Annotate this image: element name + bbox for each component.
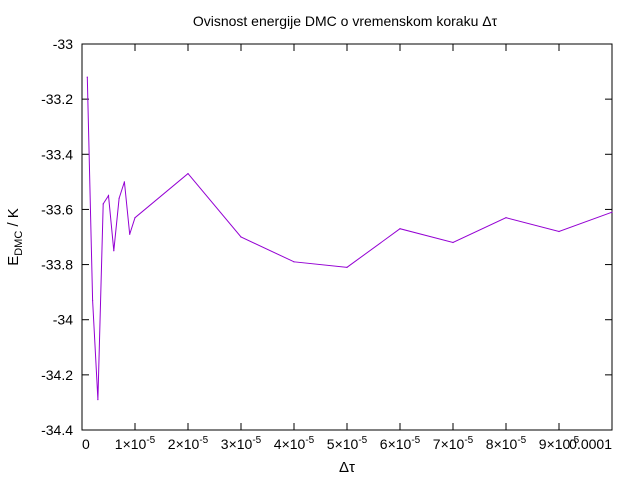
- x-tick-label: 7×10-5: [433, 435, 474, 452]
- data-point: [240, 236, 242, 238]
- x-tick-label: 4×10-5: [274, 435, 315, 452]
- data-point: [558, 230, 560, 233]
- x-axis: 0 1×10-5 2×10-5 3×10-5 4×10-5 5×10-5 6×10-5 7×1…: [81, 44, 613, 452]
- data-point: [123, 181, 125, 183]
- data-point: [107, 195, 110, 197]
- x-tick-label-base: ×10: [335, 436, 359, 452]
- data-point: [92, 299, 94, 302]
- x-tick-label: 1×10-5: [115, 435, 156, 452]
- x-tick-label-exponent: -5: [305, 435, 314, 446]
- data-point: [97, 399, 99, 401]
- x-tick-label-exponent: -5: [517, 435, 526, 446]
- data-series: [86, 76, 613, 401]
- series-line: [86, 77, 613, 400]
- x-tick-label: 5×10-5: [327, 435, 368, 452]
- x-tick-label-base: ×10: [388, 436, 412, 452]
- x-tick-label-exponent: -5: [464, 435, 473, 446]
- x-tick-label-mantissa: 4: [274, 436, 282, 452]
- x-tick-label-exponent: -5: [358, 435, 367, 446]
- data-point: [611, 211, 613, 213]
- data-point: [452, 241, 454, 244]
- y-axis-label-suffix: / K: [5, 208, 22, 231]
- x-tick-label-base: ×10: [494, 436, 518, 452]
- data-point: [399, 228, 401, 230]
- x-tick-label-exponent: -5: [199, 435, 208, 446]
- y-tick-label: -33: [53, 36, 73, 52]
- x-tick-label-exponent: -5: [411, 435, 420, 446]
- x-tick-label-base: ×10: [282, 436, 306, 452]
- x-tick-label-exponent: -5: [252, 435, 261, 446]
- plot-border: [81, 43, 613, 431]
- chart-title: Ovisnost energije DMC o vremenskom korak…: [193, 13, 498, 29]
- data-point: [293, 261, 295, 263]
- data-point: [187, 172, 189, 175]
- x-tick-label-mantissa: 8: [486, 436, 494, 452]
- data-point: [86, 76, 88, 78]
- data-point: [113, 250, 115, 252]
- x-axis-label: Δτ: [339, 459, 355, 476]
- x-tick-label-base: ×10: [123, 436, 147, 452]
- y-axis-label-main: E: [5, 256, 22, 266]
- x-tick-label-mantissa: 2: [168, 436, 176, 452]
- x-tick-label: 3×10-5: [221, 435, 262, 452]
- x-tick-label-base: ×10: [441, 436, 465, 452]
- data-point: [505, 217, 507, 219]
- x-tick-label: 0.0001: [569, 436, 612, 452]
- y-axis-label: EDMC / K: [5, 208, 25, 266]
- y-tick-label: -34: [53, 312, 73, 328]
- x-tick-label-base: ×10: [229, 436, 253, 452]
- x-tick-label: 9×10-5: [539, 435, 580, 452]
- y-tick-label: -33.6: [41, 201, 73, 217]
- x-tick-label-mantissa: 5: [327, 436, 335, 452]
- x-tick-label-base: ×10: [547, 436, 571, 452]
- data-point: [118, 197, 120, 199]
- x-tick-label: 8×10-5: [486, 435, 527, 452]
- data-point: [129, 233, 131, 235]
- x-tick-label-mantissa: 1: [115, 436, 123, 452]
- y-tick-label: -33.2: [41, 91, 73, 107]
- y-axis-label-subscript: DMC: [13, 231, 25, 256]
- y-axis: -33 -33.2 -33.4 -33.6 -33.8 -34 -34.2 -34.4: [41, 36, 612, 438]
- x-tick-label-mantissa: 9: [539, 436, 547, 452]
- x-tick-label: 2×10-5: [168, 435, 209, 452]
- x-tick-label-mantissa: 3: [221, 436, 229, 452]
- data-point: [346, 266, 348, 268]
- y-tick-label: -33.8: [41, 257, 73, 273]
- x-tick-label-exponent: -5: [570, 435, 579, 446]
- data-point: [102, 203, 104, 205]
- y-tick-label: -33.4: [41, 146, 73, 162]
- x-tick-label-mantissa: 6: [380, 436, 388, 452]
- x-tick-label-exponent: -5: [146, 435, 155, 446]
- y-tick-label: -34.4: [41, 422, 73, 438]
- x-tick-label-mantissa: 7: [433, 436, 441, 452]
- data-point: [134, 217, 136, 219]
- y-tick-label: -34.2: [41, 367, 73, 383]
- x-tick-label: 6×10-5: [380, 435, 421, 452]
- x-tick-label: 0: [82, 436, 90, 452]
- x-tick-label-base: ×10: [176, 436, 200, 452]
